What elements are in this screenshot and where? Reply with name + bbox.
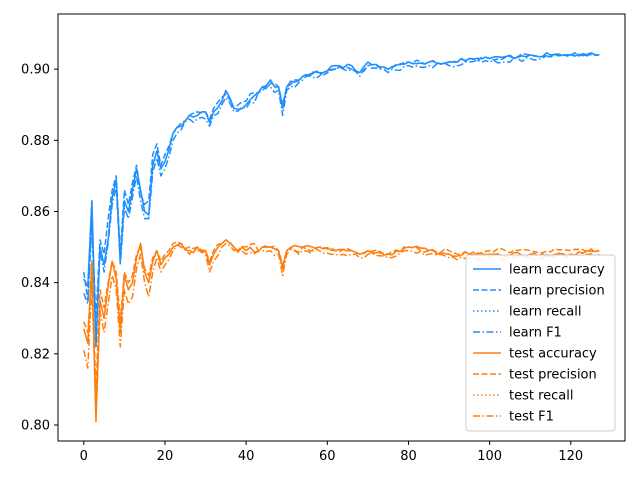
series-line-test-recall [83, 239, 600, 423]
legend-box [465, 254, 616, 432]
x-tick-label: 40 [238, 449, 255, 464]
x-tick-label: 20 [157, 449, 174, 464]
legend-label: learn precision [509, 284, 605, 299]
y-tick-label: 0.88 [21, 134, 50, 149]
y-tick-label: 0.82 [21, 347, 50, 362]
x-tick-label: 120 [558, 449, 583, 464]
legend-label: test recall [509, 389, 574, 404]
legend-label: test precision [509, 368, 597, 383]
x-tick-label: 100 [477, 449, 502, 464]
plot-area [83, 51, 600, 423]
x-tick-label: 80 [400, 449, 417, 464]
legend-label: test F1 [509, 410, 554, 425]
y-tick-label: 0.86 [21, 205, 50, 220]
axes: 0 20 40 60 80 100 120 0.80 0.82 0.84 0.86 0.88 0.90 [21, 13, 626, 464]
series-line-test-precision [83, 239, 600, 391]
series-line-learn-recall [83, 51, 600, 348]
legend-label: learn recall [509, 305, 581, 320]
legend-label: learn accuracy [509, 263, 605, 278]
series-line-learn-f1 [83, 53, 600, 344]
y-tick-label: 0.90 [21, 63, 50, 78]
legend-label: test accuracy [509, 347, 597, 362]
axes-frame [57, 13, 626, 442]
x-tick-label: 0 [80, 449, 88, 464]
y-tick-label: 0.80 [21, 418, 50, 433]
legend-label: learn F1 [509, 326, 562, 341]
y-tick-label: 0.84 [21, 276, 50, 291]
legend: learn accuracy learn precision learn recal… [465, 254, 616, 432]
x-tick-label: 60 [319, 449, 336, 464]
